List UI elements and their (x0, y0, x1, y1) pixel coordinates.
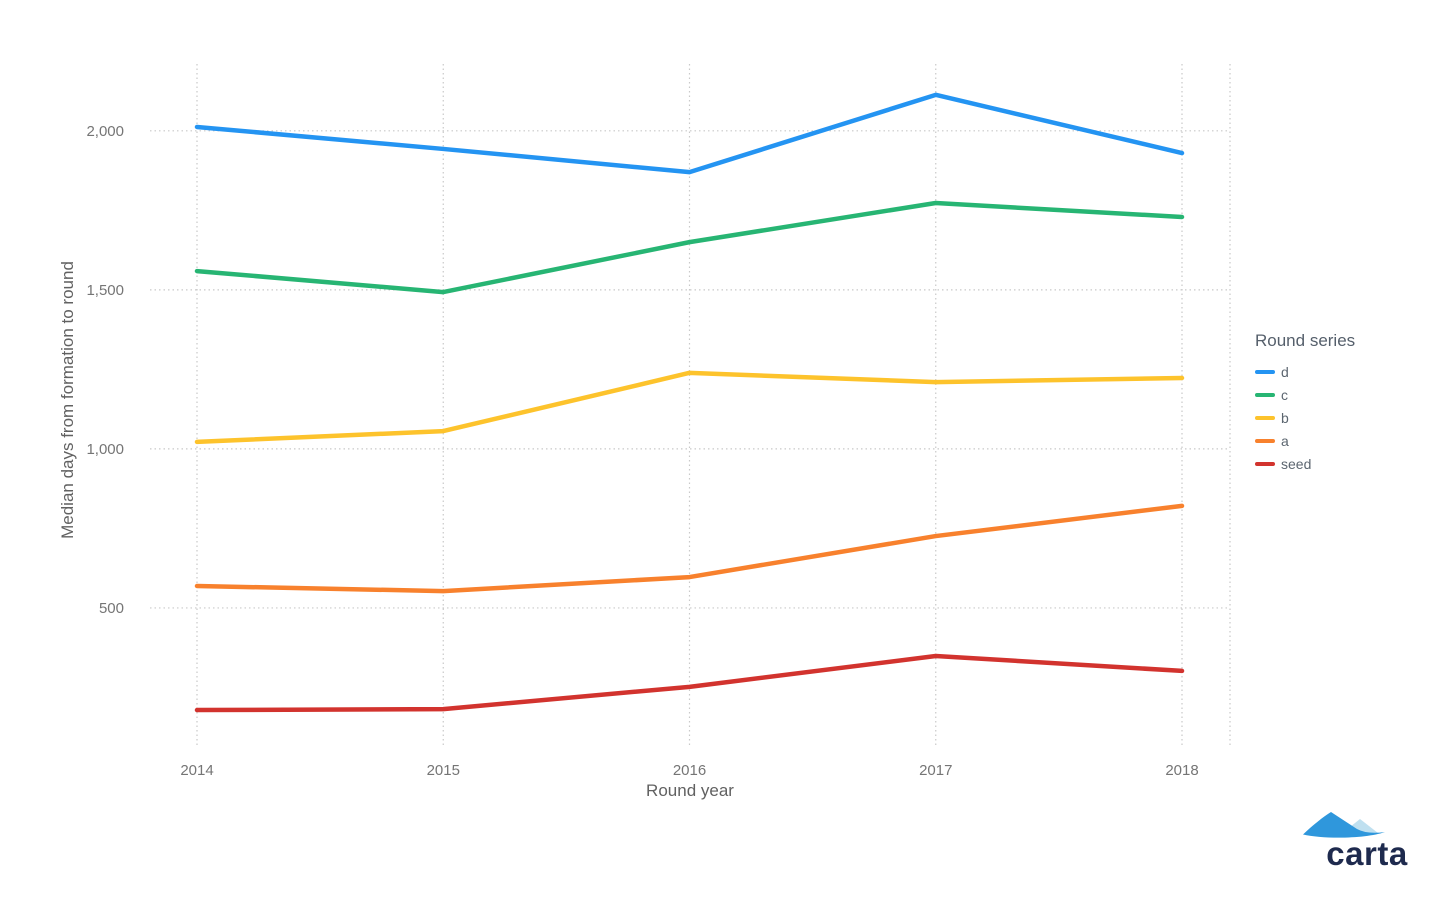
carta-logo-text: carta (1326, 835, 1408, 872)
x-tick-label: 2014 (180, 762, 213, 779)
legend-swatch-c (1255, 392, 1275, 397)
legend-item-c: c (1255, 383, 1355, 406)
x-tick-label: 2015 (427, 762, 460, 779)
legend-label: d (1281, 363, 1289, 380)
series-line-d (194, 92, 1185, 175)
legend: Round series d c b a seed (1255, 331, 1355, 475)
legend-label: seed (1281, 455, 1312, 472)
y-tick-label: 2,000 (86, 123, 124, 140)
legend-label: b (1281, 409, 1289, 426)
series-line-b (194, 370, 1185, 445)
legend-title: Round series (1255, 331, 1356, 350)
legend-items: d c b a seed (1255, 360, 1355, 475)
x-tick-label: 2018 (1165, 762, 1198, 779)
logo-main-peak (1303, 812, 1385, 838)
legend-swatch-b (1255, 415, 1275, 420)
legend-item-d: d (1255, 360, 1355, 383)
y-axis-title: Median days from formation to round (58, 261, 77, 539)
y-tick-label: 1,500 (86, 282, 124, 299)
series-line-c (194, 200, 1185, 295)
series-line-a (194, 503, 1185, 594)
carta-logo-mountain-icon (1303, 812, 1385, 838)
legend-swatch-d (1255, 369, 1275, 374)
legend-label: c (1281, 386, 1288, 403)
carta-logo: carta (1300, 808, 1418, 873)
x-axis-title: Round year (646, 781, 734, 800)
legend-item-b: b (1255, 406, 1355, 429)
legend-label: a (1281, 432, 1289, 449)
y-tick-label: 1,000 (86, 441, 124, 458)
x-tick-label: 2016 (673, 762, 706, 779)
x-tick-label: 2017 (919, 762, 952, 779)
legend-item-seed: seed (1255, 452, 1355, 475)
legend-swatch-seed (1255, 461, 1275, 466)
legend-swatch-a (1255, 438, 1275, 443)
y-tick-label: 500 (99, 600, 124, 617)
series-line-seed (194, 653, 1185, 713)
legend-item-a: a (1255, 429, 1355, 452)
